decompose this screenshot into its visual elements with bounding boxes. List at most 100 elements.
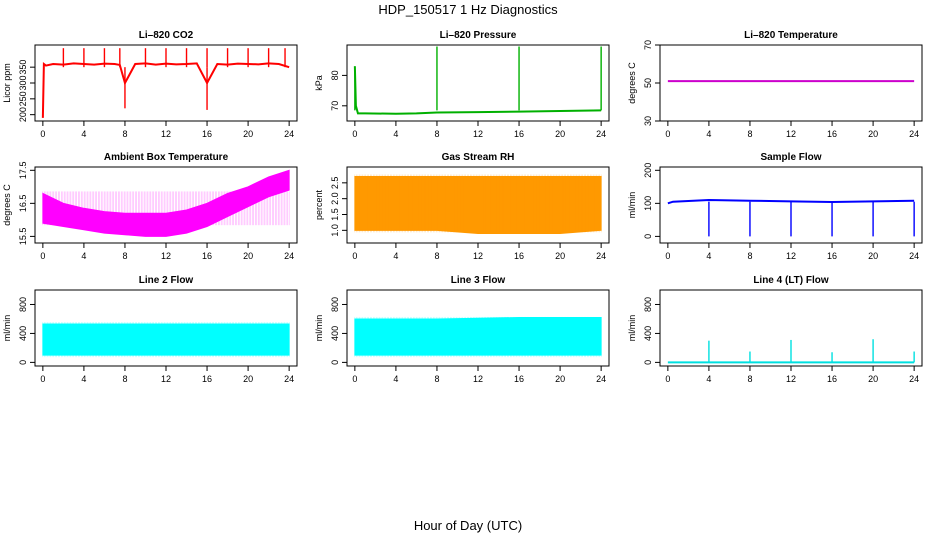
x-tick-label: 8 bbox=[434, 129, 439, 139]
x-tick-label: 24 bbox=[596, 251, 606, 261]
y-tick-label: 300 bbox=[18, 75, 28, 90]
x-tick-label: 16 bbox=[514, 374, 524, 384]
x-tick-label: 8 bbox=[122, 129, 127, 139]
x-tick-label: 4 bbox=[706, 129, 711, 139]
y-tick-label: 800 bbox=[643, 297, 653, 312]
x-tick-label: 4 bbox=[81, 374, 86, 384]
x-tick-label: 0 bbox=[352, 251, 357, 261]
y-tick-label: 80 bbox=[330, 70, 340, 80]
figure-title: HDP_150517 1 Hz Diagnostics bbox=[378, 2, 558, 17]
y-tick-label: 800 bbox=[18, 297, 28, 312]
x-tick-label: 12 bbox=[473, 374, 483, 384]
x-tick-label: 16 bbox=[202, 129, 212, 139]
panel-title: Sample Flow bbox=[760, 152, 821, 163]
y-axis-label: ml/min bbox=[314, 315, 324, 342]
x-tick-label: 4 bbox=[706, 251, 711, 261]
y-tick-label: 30 bbox=[643, 116, 653, 126]
x-tick-label: 12 bbox=[161, 374, 171, 384]
y-tick-label: 0 bbox=[18, 360, 28, 365]
x-tick-label: 24 bbox=[596, 129, 606, 139]
x-tick-label: 0 bbox=[40, 251, 45, 261]
y-tick-label: 50 bbox=[643, 78, 653, 88]
y-tick-label: 2.5 bbox=[330, 177, 340, 190]
x-tick-label: 12 bbox=[473, 251, 483, 261]
panel-line3: Line 3 Flow ml/min 0 4 8 12 16 20 24 0 400 800 bbox=[314, 275, 610, 384]
panel-line4: Line 4 (LT) Flow ml/min 0 4 8 12 16 20 24 0 400 800 bbox=[627, 275, 923, 384]
y-axis-label: degrees C bbox=[627, 62, 637, 104]
panel-line2: Line 2 Flow ml/min 0 4 8 12 16 20 24 0 400 800 bbox=[2, 275, 298, 384]
x-tick-label: 16 bbox=[514, 251, 524, 261]
y-axis-label: percent bbox=[314, 189, 324, 220]
x-tick-label: 0 bbox=[40, 374, 45, 384]
y-axis-label: kPa bbox=[314, 75, 324, 91]
x-tick-label: 20 bbox=[555, 374, 565, 384]
y-tick-label: 70 bbox=[330, 101, 340, 111]
x-tick-label: 24 bbox=[909, 129, 919, 139]
x-tick-label: 20 bbox=[243, 251, 253, 261]
y-tick-label: 15.5 bbox=[18, 228, 28, 246]
plot-frame bbox=[346, 44, 610, 122]
x-tick-label: 16 bbox=[827, 251, 837, 261]
x-tick-label: 8 bbox=[434, 374, 439, 384]
x-tick-label: 4 bbox=[81, 129, 86, 139]
panel-title: Line 3 Flow bbox=[451, 275, 506, 286]
y-tick-label: 1.5 bbox=[330, 208, 340, 221]
x-tick-label: 4 bbox=[393, 251, 398, 261]
x-tick-label: 8 bbox=[434, 251, 439, 261]
x-tick-label: 0 bbox=[665, 251, 670, 261]
panel-title: Li–820 CO2 bbox=[139, 30, 194, 41]
x-tick-label: 0 bbox=[665, 129, 670, 139]
x-tick-label: 16 bbox=[827, 374, 837, 384]
data-layer bbox=[41, 48, 290, 118]
x-tick-label: 12 bbox=[161, 129, 171, 139]
x-tick-label: 8 bbox=[747, 129, 752, 139]
y-tick-label: 2.0 bbox=[330, 192, 340, 205]
data-layer bbox=[42, 169, 290, 237]
y-axis-label: ml/min bbox=[627, 192, 637, 219]
x-tick-label: 20 bbox=[868, 251, 878, 261]
data-layer bbox=[667, 339, 915, 364]
x-tick-label: 0 bbox=[665, 374, 670, 384]
y-tick-label: 200 bbox=[643, 163, 653, 178]
data-layer bbox=[354, 174, 602, 234]
x-tick-label: 20 bbox=[868, 129, 878, 139]
series-line bbox=[41, 61, 290, 118]
x-tick-label: 4 bbox=[706, 374, 711, 384]
series-line bbox=[353, 66, 602, 115]
panel-co2: Li–820 CO2 Licor ppm 0 4 8 12 16 20 24 2002503003… bbox=[2, 30, 298, 139]
panel-title: Li–820 Temperature bbox=[744, 30, 838, 41]
x-tick-label: 24 bbox=[284, 251, 294, 261]
y-axis-label: Licor ppm bbox=[2, 63, 12, 103]
panel-temperature: Li–820 Temperature degrees C 0 4 8 12 16 20 24 30… bbox=[627, 30, 923, 139]
y-tick-label: 400 bbox=[643, 326, 653, 341]
x-tick-label: 24 bbox=[284, 374, 294, 384]
x-tick-label: 16 bbox=[202, 251, 212, 261]
panel-ambient: Ambient Box Temperature degrees C 0 4 8 12 16 2… bbox=[2, 152, 298, 261]
x-tick-label: 8 bbox=[122, 374, 127, 384]
x-tick-label: 4 bbox=[393, 129, 398, 139]
x-tick-label: 20 bbox=[555, 129, 565, 139]
y-tick-label: 1.0 bbox=[330, 224, 340, 237]
x-tick-label: 20 bbox=[868, 374, 878, 384]
panel-pressure: Li–820 Pressure kPa 0 4 8 12 16 20 24 70 80 bbox=[314, 30, 610, 139]
x-tick-label: 8 bbox=[122, 251, 127, 261]
panel-rh: Gas Stream RH percent 0 4 8 12 16 20 24 1.0 1.5 2.0… bbox=[314, 152, 610, 261]
y-axis-label: ml/min bbox=[627, 315, 637, 342]
y-tick-label: 17.5 bbox=[18, 162, 28, 180]
y-tick-label: 0 bbox=[643, 234, 653, 239]
x-tick-label: 20 bbox=[243, 374, 253, 384]
y-tick-label: 100 bbox=[643, 196, 653, 211]
x-tick-label: 0 bbox=[352, 129, 357, 139]
x-tick-label: 24 bbox=[596, 374, 606, 384]
x-tick-label: 24 bbox=[909, 251, 919, 261]
x-tick-label: 12 bbox=[786, 129, 796, 139]
y-tick-label: 800 bbox=[330, 297, 340, 312]
x-tick-label: 0 bbox=[40, 129, 45, 139]
y-tick-label: 70 bbox=[643, 40, 653, 50]
x-tick-label: 16 bbox=[514, 129, 524, 139]
x-tick-label: 20 bbox=[243, 129, 253, 139]
y-tick-label: 0 bbox=[643, 360, 653, 365]
data-layer bbox=[42, 322, 290, 358]
x-tick-label: 20 bbox=[555, 251, 565, 261]
x-tick-label: 0 bbox=[352, 374, 357, 384]
